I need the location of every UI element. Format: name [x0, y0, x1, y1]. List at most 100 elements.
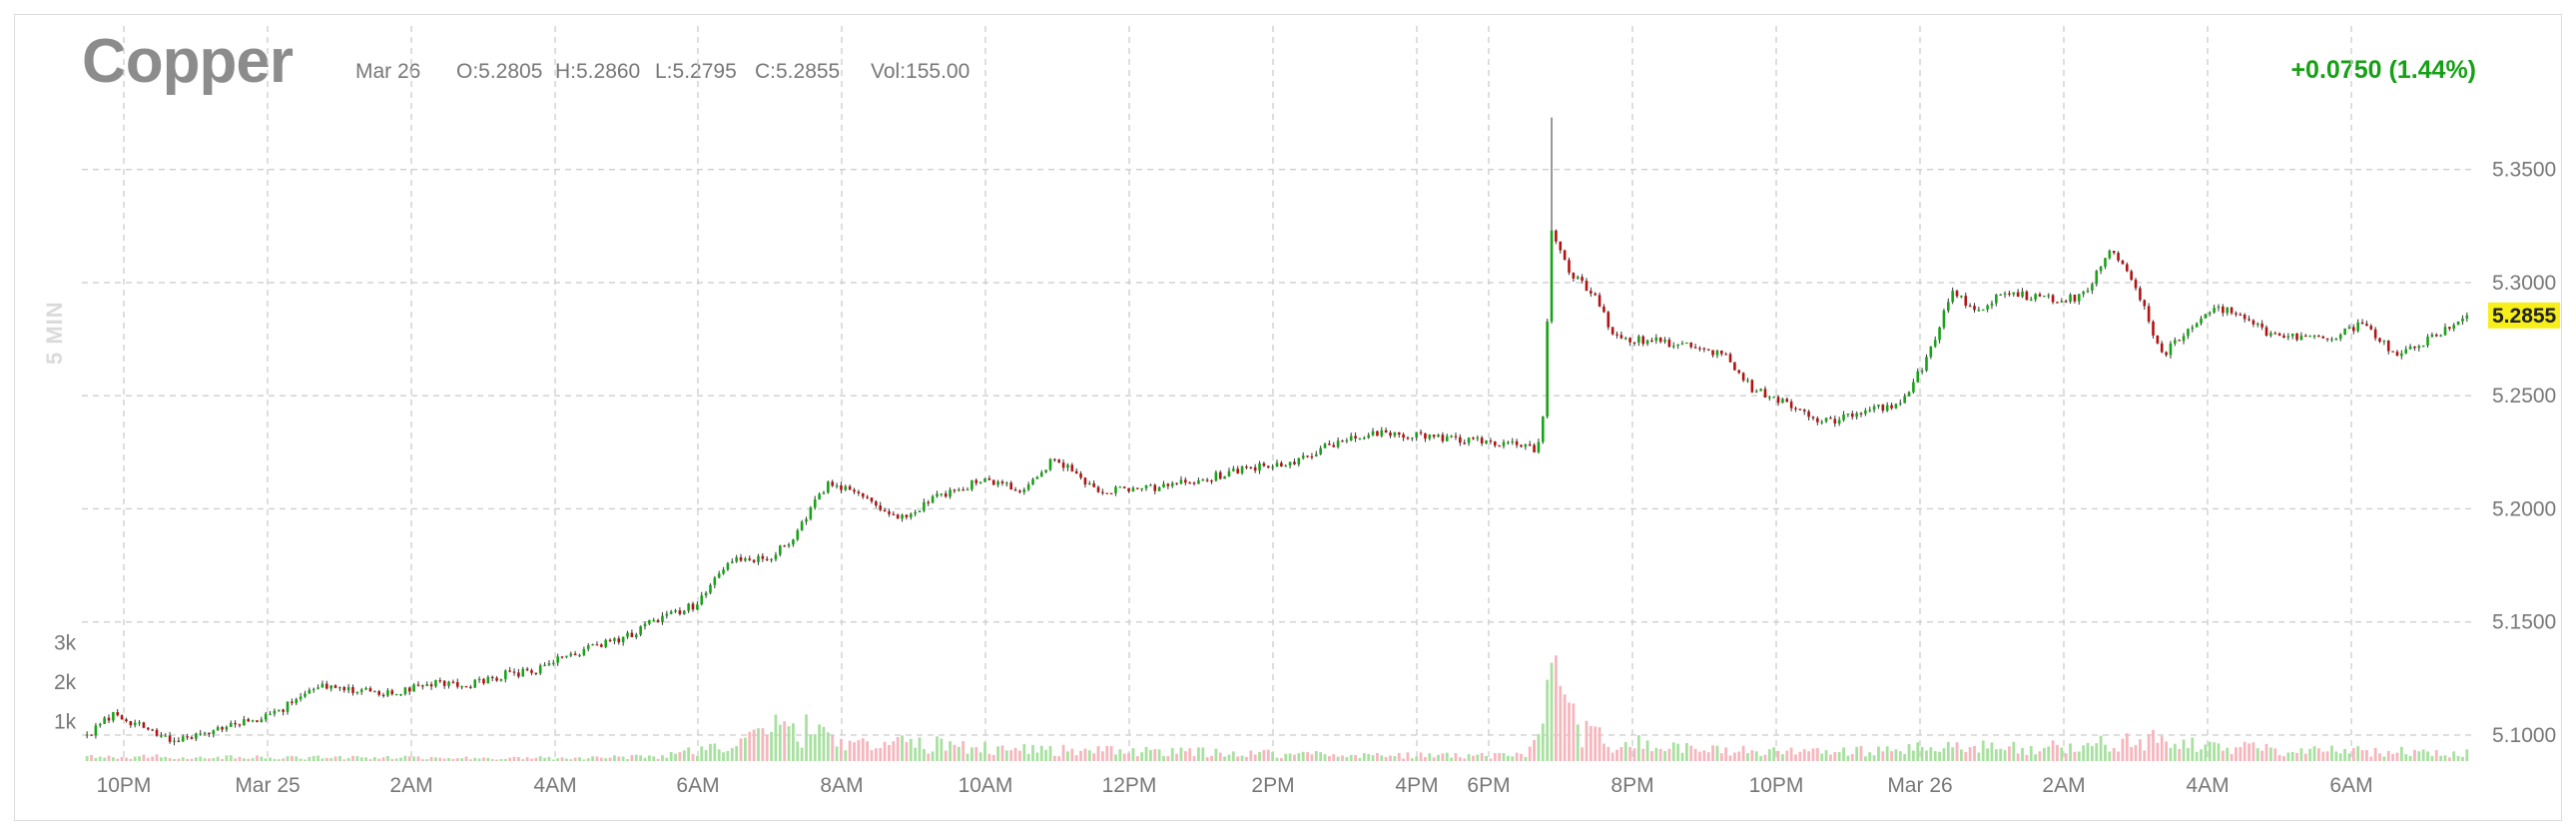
- candle-body: [2095, 271, 2099, 285]
- volume-bar: [2095, 743, 2099, 761]
- candle-body: [744, 558, 747, 561]
- volume-bar: [2104, 744, 2107, 761]
- candle-body: [1568, 260, 1571, 273]
- volume-bar: [451, 758, 455, 761]
- volume-bar: [1933, 750, 1937, 761]
- candle-body: [1314, 453, 1318, 456]
- candle-body: [1493, 441, 1497, 446]
- candle-body: [1938, 327, 1941, 341]
- candle-body: [1829, 417, 1832, 419]
- volume-bar: [355, 756, 359, 761]
- candle-body: [1101, 491, 1104, 493]
- candle-body: [691, 603, 695, 610]
- volume-bar: [1022, 744, 1026, 761]
- candle-body: [1502, 441, 1506, 446]
- candle-body: [796, 530, 800, 540]
- candle-body: [98, 723, 102, 726]
- candle-body: [2277, 333, 2281, 336]
- candle-body: [648, 619, 651, 624]
- candle-body: [1328, 443, 1331, 445]
- volume-bar: [386, 755, 389, 761]
- volume-bar: [1603, 743, 1606, 761]
- candle-body: [560, 656, 564, 658]
- candle-body: [324, 683, 328, 689]
- candle-body: [586, 645, 590, 649]
- candle-body: [1480, 437, 1484, 443]
- volume-bar: [1358, 758, 1362, 761]
- volume-bar: [800, 747, 804, 761]
- volume-bar: [2200, 749, 2203, 761]
- volume-bar: [1715, 745, 1719, 761]
- candle-body: [538, 665, 542, 674]
- candle-body: [1188, 482, 1191, 484]
- candle-body: [2456, 321, 2460, 326]
- volume-bar: [709, 743, 712, 761]
- candle-body: [1750, 380, 1754, 393]
- candle-body: [661, 615, 664, 623]
- chart-title: Copper: [82, 27, 294, 96]
- candle-body: [2413, 346, 2416, 349]
- candle-body: [116, 712, 120, 716]
- volume-bar: [949, 741, 952, 761]
- volume-bar: [1153, 748, 1157, 761]
- candle-body: [634, 634, 638, 637]
- volume-bar: [1520, 753, 1523, 761]
- candle-body: [1711, 350, 1714, 356]
- candle-body: [2404, 349, 2407, 354]
- candle-body: [1715, 351, 1719, 356]
- volume-bar: [652, 756, 656, 761]
- candle-body: [875, 501, 878, 506]
- candle-body: [2230, 307, 2234, 314]
- candle-body: [355, 691, 359, 693]
- volume-bar: [1898, 751, 1902, 761]
- volume-bar: [125, 757, 128, 761]
- volume-bar: [1253, 754, 1257, 761]
- candle-body: [490, 676, 494, 679]
- candle-body: [2082, 292, 2085, 295]
- volume-bar: [2169, 747, 2173, 761]
- volume-bar: [848, 740, 852, 761]
- volume-bar: [381, 757, 385, 761]
- candle-body: [251, 720, 255, 722]
- volume-bar: [1275, 757, 1279, 761]
- volume-bar: [2343, 748, 2346, 761]
- candle-body: [652, 619, 656, 622]
- candle-body: [1772, 397, 1775, 399]
- candle-body: [1306, 455, 1309, 457]
- axis-labels: 5.3500 5.3000 5.2500 5.2000 5.1500 5.1000 10PM…: [54, 159, 2560, 797]
- volume-bar: [1781, 754, 1784, 761]
- candle-body: [1498, 445, 1501, 447]
- volume-bar: [2016, 753, 2020, 761]
- volume-bar: [277, 759, 281, 761]
- candle-body: [1881, 405, 1885, 412]
- candle-body: [517, 672, 520, 677]
- volume-bar: [1367, 754, 1371, 761]
- candle-body: [2365, 324, 2368, 327]
- candle-body: [2125, 264, 2129, 272]
- volume-bar: [455, 758, 459, 761]
- candle-body: [1026, 484, 1030, 490]
- candle-body: [1262, 462, 1266, 466]
- volume-bar: [516, 757, 520, 761]
- candle-body: [2356, 322, 2359, 332]
- volume-bar: [1615, 749, 1618, 761]
- volume-bar: [1122, 753, 1126, 761]
- candle-body: [1811, 416, 1815, 418]
- volume-bar: [1127, 752, 1130, 761]
- volume-bar: [1410, 758, 1414, 761]
- volume-bar: [996, 746, 999, 761]
- volume-bar: [1546, 679, 1550, 761]
- candle-body: [1074, 470, 1078, 474]
- volume-bar: [857, 739, 861, 761]
- volume-bar: [2373, 747, 2377, 761]
- volume-bar: [2099, 735, 2103, 761]
- candle-body: [1546, 321, 1549, 417]
- candle-body: [1467, 437, 1471, 443]
- volume-bar: [1188, 748, 1192, 761]
- volume-bar: [757, 728, 760, 761]
- candle-body: [1511, 440, 1515, 443]
- candle-body: [1266, 465, 1270, 468]
- volume-bar: [1227, 754, 1231, 761]
- volume-bar: [1201, 747, 1205, 761]
